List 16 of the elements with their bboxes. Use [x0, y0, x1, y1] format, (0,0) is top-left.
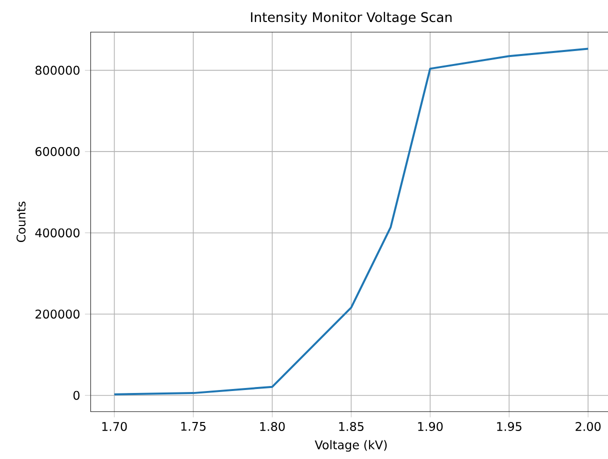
y-tick-label: 400000 — [35, 228, 80, 238]
x-tick-label: 1.75 — [181, 422, 206, 431]
chart-title: Intensity Monitor Voltage Scan — [251, 12, 452, 25]
x-tick-label: 1.85 — [339, 422, 364, 432]
y-tick-label: 800000 — [35, 66, 80, 75]
line-series — [113, 48, 590, 396]
x-tick-label: 1.80 — [260, 422, 285, 432]
y-axis-title: Counts — [16, 202, 26, 242]
x-axis-title: Voltage (kV) — [314, 440, 387, 452]
x-tick-label: 2.00 — [576, 422, 601, 432]
x-tick-label: 1.95 — [497, 422, 522, 432]
y-tick-label: 0 — [73, 390, 80, 400]
x-tick-label: 1.90 — [418, 422, 443, 432]
y-tick-label: 200000 — [36, 310, 80, 319]
x-tick-label: 1.70 — [102, 422, 127, 432]
y-tick-label: 600000 — [36, 147, 80, 156]
